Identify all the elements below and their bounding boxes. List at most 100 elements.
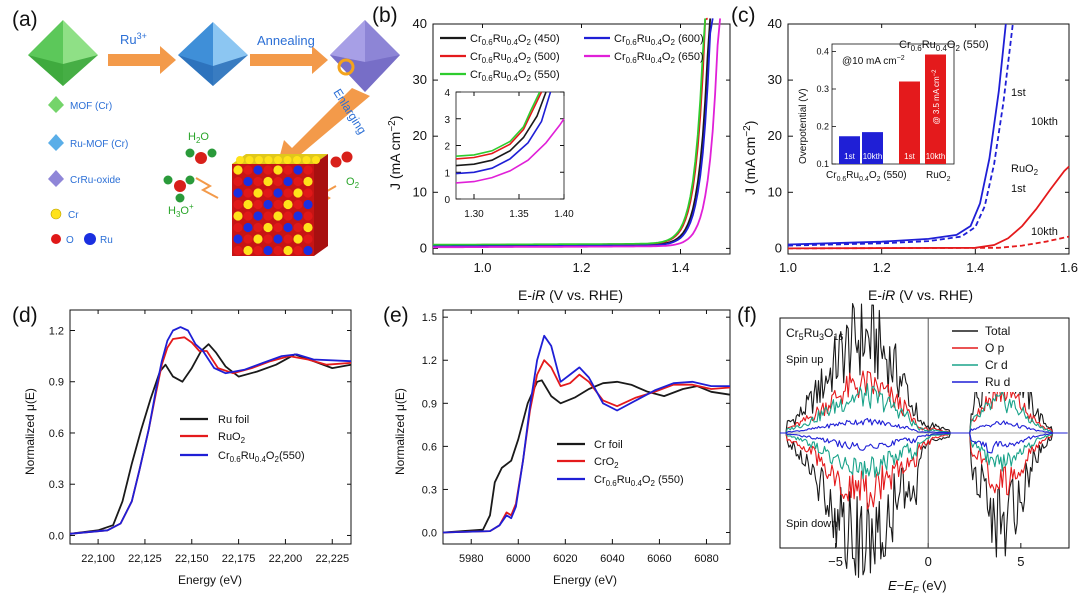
mof-octahedron — [28, 20, 98, 86]
blue-1st-label: 1st — [1011, 87, 1026, 99]
lattice-atom — [274, 156, 282, 164]
c-ytick-label: 30 — [768, 72, 782, 87]
inset-bar-label-c-1: 10kth — [863, 152, 883, 161]
crru-oxide-octahedron — [330, 20, 400, 92]
panel-f-chart: (f) −5 0 5 Cr5Ru3O16 Spin up Spin down E−E… — [737, 303, 1070, 595]
legend-label-crruo: Cr0.6Ru0.4O2(550) — [218, 450, 305, 464]
legend-label-op: O p — [985, 341, 1005, 355]
spin-up-label: Spin up — [786, 354, 823, 366]
lattice-atom — [293, 211, 303, 221]
legend-label-b-1: Cr0.6Ru0.4O2 (500) — [470, 51, 560, 65]
inset-xlabel-cr: Cr0.6Ru0.4O2 (550) — [826, 170, 907, 183]
lattice-atom — [264, 156, 273, 164]
lattice-atom — [273, 245, 283, 256]
panel-tag-c: (c) — [731, 4, 756, 27]
inset-series-b — [455, 91, 565, 184]
lattice-atom — [283, 222, 293, 233]
axis-ticks-d: 22,100 22,125 22,150 22,175 22,200 22,225 0.0 0… — [49, 310, 351, 565]
d-ytick-label: 0.3 — [49, 479, 64, 491]
c-xtick-label: 1.4 — [966, 260, 984, 275]
lattice-atom — [243, 199, 253, 210]
legend-cr: Cr — [68, 210, 79, 221]
lattice-atom — [253, 188, 263, 198]
b-ytick-label: 0 — [420, 240, 427, 255]
dos-ru-d-dn — [780, 432, 1068, 454]
d-xtick-label: 22,200 — [269, 553, 303, 565]
d-ytick-label: 1.2 — [49, 325, 64, 337]
lattice-atom — [302, 156, 311, 164]
d-ytick-label: 0.6 — [49, 428, 64, 440]
b-xtick-label: 1.2 — [572, 260, 590, 275]
svg-text:O2: O2 — [346, 176, 360, 190]
b-inset-ytick-label: 2 — [444, 142, 450, 153]
x-axis-label-d: Energy (eV) — [178, 573, 242, 587]
panel-a-legend: MOF (Cr) Ru-MOF (Cr) CrRu-oxide Cr O Ru — [48, 96, 128, 246]
legend-ru: Ru — [100, 235, 113, 246]
blue-10kth-label: 10kth — [1031, 116, 1058, 128]
legend-label-crruo-e: Cr0.6Ru0.4O2 (550) — [594, 474, 684, 488]
legend-ru-mof: Ru-MOF (Cr) — [70, 139, 128, 150]
inset-bars-c: 0.1 0.2 0.3 0.4 1st 10kth 1st 10kth @ 3.5 mA cm−… — [816, 47, 946, 169]
d-ytick-label: 0.9 — [49, 377, 64, 389]
inset-bar-label-c-2: 1st — [904, 152, 915, 161]
inset-bar-c-1 — [862, 132, 883, 164]
c-ytick-label: 20 — [768, 128, 782, 143]
lattice-atom — [263, 222, 273, 233]
arrow-ru-label: Ru3+ — [120, 31, 147, 47]
arrow-annealing — [250, 46, 328, 74]
lattice-atom — [236, 156, 244, 164]
curve-c-1 — [787, 23, 1014, 247]
curve-c-2 — [787, 165, 1070, 250]
lattice-atom — [273, 176, 283, 187]
e-ytick-label: 1.5 — [422, 312, 437, 324]
lattice-atom — [293, 222, 303, 233]
inset-ytick-label-c: 0.1 — [816, 159, 829, 169]
legend-label-total: Total — [985, 324, 1010, 338]
lattice-atom — [303, 188, 313, 198]
lattice-atom — [233, 234, 243, 244]
b-inset-xtick-label: 1.35 — [509, 209, 529, 220]
curve-e-1 — [442, 359, 731, 534]
lattice-atom — [303, 234, 313, 244]
b-xtick-label: 1.4 — [671, 260, 689, 275]
lattice-atom — [263, 176, 273, 187]
inset-ytick-label-c: 0.4 — [816, 47, 829, 57]
lattice-atom — [273, 234, 283, 244]
lattice-atom — [233, 222, 243, 233]
legend-crru-oxide: CrRu-oxide — [70, 175, 121, 186]
inset-curve-b-1 — [455, 91, 543, 160]
inset-ytick-label-c: 0.3 — [816, 84, 829, 94]
panel-tag-f: (f) — [737, 304, 757, 327]
panel-a-schematic: (a) Ru3+ Annealing Enlarging — [12, 8, 400, 256]
legend-f: Total O p Cr d Ru d — [948, 322, 1066, 392]
lattice-atom — [243, 176, 253, 187]
inset-bar-label-c-0: 1st — [844, 152, 855, 161]
plot-frame-d — [69, 309, 352, 545]
lattice-atom — [293, 165, 303, 175]
series-group-d — [69, 326, 352, 535]
lattice-atom — [243, 222, 253, 233]
e-xtick-label: 6080 — [694, 553, 718, 565]
arrow-ru — [108, 46, 176, 74]
dos-cr-d-dn — [780, 432, 1068, 480]
curve-c-0 — [787, 23, 1007, 246]
legend-label-b-0: Cr0.6Ru0.4O2 (450) — [470, 33, 560, 47]
b-ytick-label: 20 — [413, 128, 427, 143]
inset-bar-c-0 — [839, 136, 860, 164]
legend-mof: MOF (Cr) — [70, 101, 112, 112]
axis-ticks-e: 5980 6000 6020 6040 6060 6080 0.0 0.3 0.6 0.9 1.2 1… — [422, 310, 730, 565]
plot-frame-c — [787, 23, 1070, 255]
b-inset-xtick-label: 1.30 — [464, 209, 484, 220]
lattice-atom — [273, 165, 283, 175]
zoom-circle — [337, 58, 355, 76]
lattice-atom — [293, 156, 301, 164]
b-inset-ytick-label: 4 — [444, 88, 450, 99]
lattice-atom — [243, 165, 253, 175]
lattice-atom — [273, 199, 283, 210]
lattice-atom — [293, 245, 303, 256]
lattice-atom — [293, 188, 303, 198]
d-xtick-label: 22,125 — [128, 553, 162, 565]
e-ytick-label: 1.2 — [422, 355, 437, 367]
d-xtick-label: 22,150 — [175, 553, 209, 565]
